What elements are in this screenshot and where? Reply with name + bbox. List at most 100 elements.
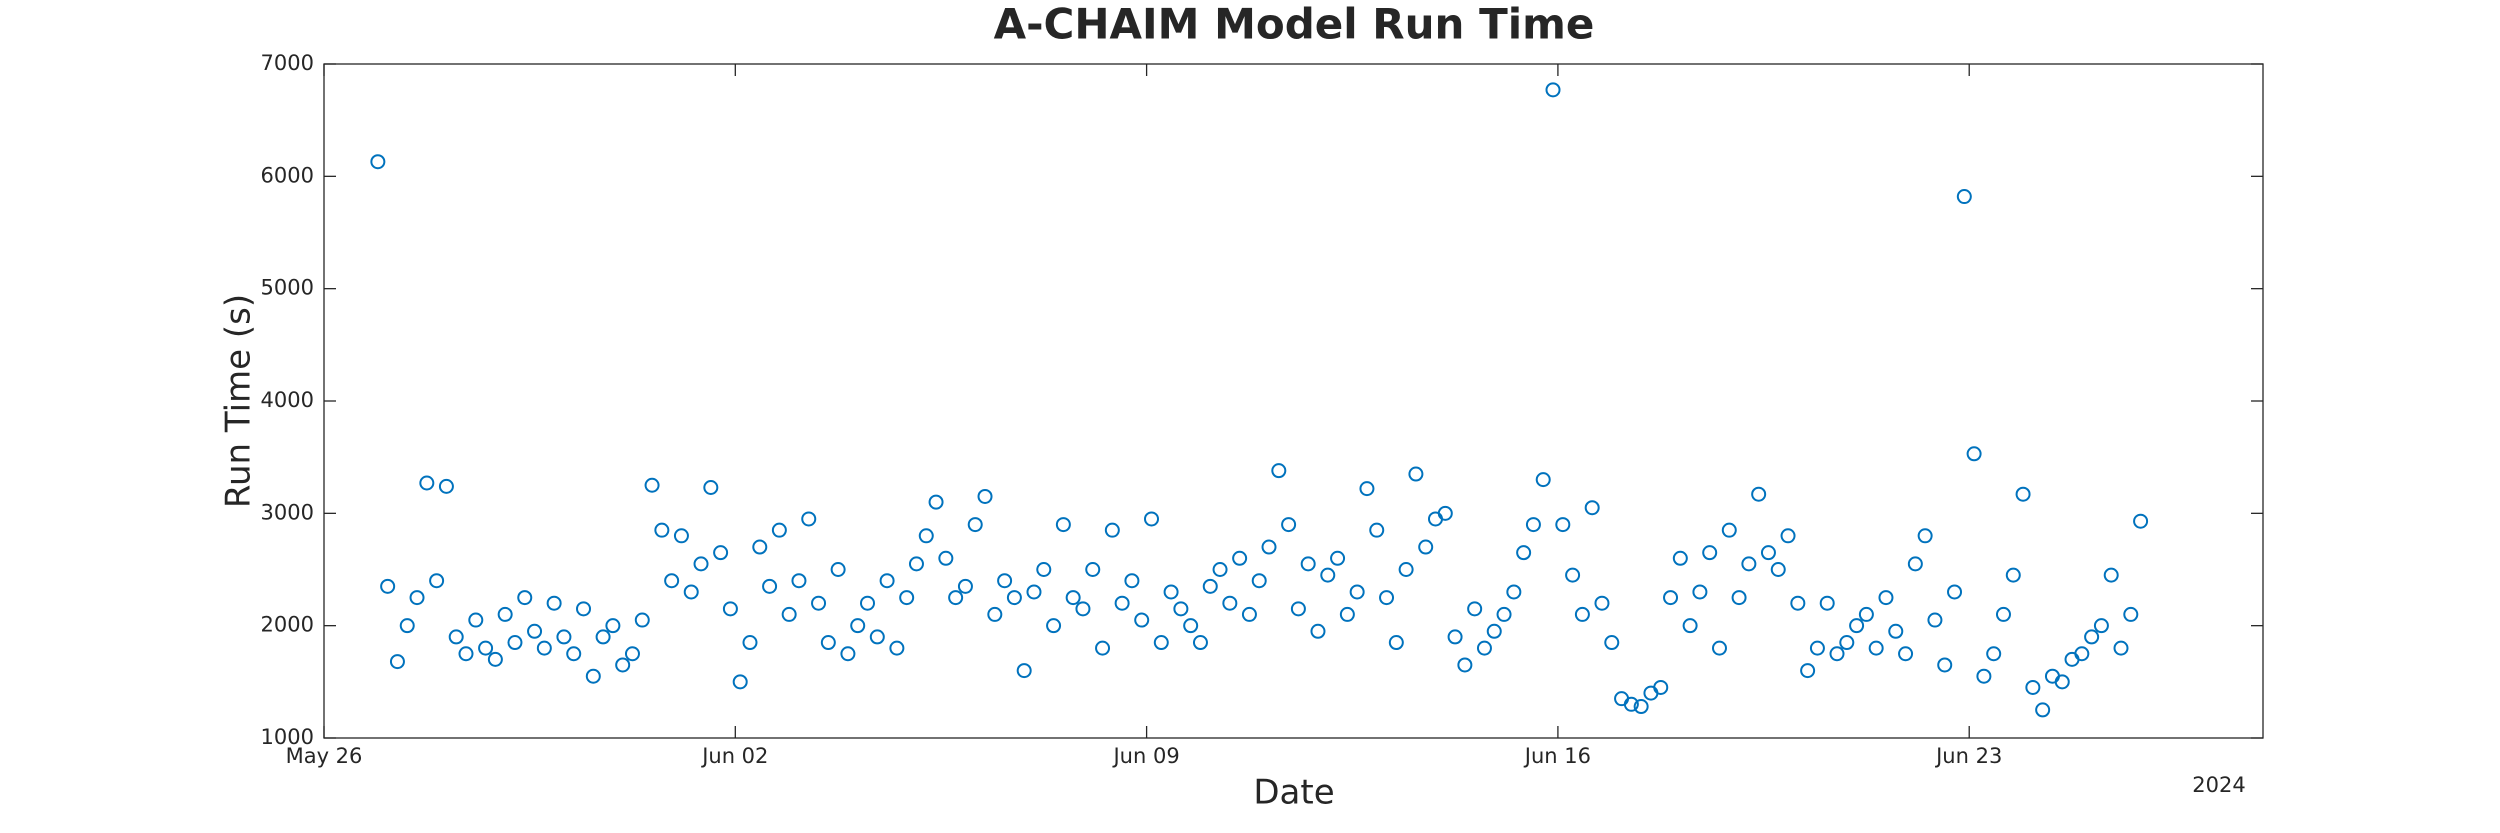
data-point [1476, 640, 1492, 656]
data-point [438, 478, 454, 494]
data-point [1702, 545, 1718, 561]
data-point [977, 488, 993, 504]
data-point [1917, 528, 1933, 544]
data-point [497, 606, 513, 622]
data-point [673, 528, 689, 544]
data-point [370, 154, 386, 170]
data-point [2113, 640, 2129, 656]
data-point [2025, 679, 2041, 695]
data-point [918, 528, 934, 544]
y-tick-label: 3000 [261, 500, 314, 524]
data-point [703, 479, 719, 495]
data-point [1976, 668, 1992, 684]
data-point [1692, 584, 1708, 600]
data-point [1937, 657, 1953, 673]
x-tick-label: Jun 23 [1934, 744, 2002, 768]
data-point [1574, 606, 1590, 622]
data-point [752, 539, 768, 555]
data-point [654, 522, 670, 538]
y-tick-label: 7000 [261, 51, 314, 75]
data-point [1349, 584, 1365, 600]
data-point [1927, 612, 1943, 628]
data-point [2074, 646, 2090, 662]
data-point [634, 612, 650, 628]
data-point [615, 657, 631, 673]
data-point [1594, 595, 1610, 611]
data-point [409, 590, 425, 606]
chart-title: A-CHAIM Model Run Time [994, 0, 1595, 49]
data-point [1447, 629, 1463, 645]
data-point [487, 651, 503, 667]
data-point [1418, 539, 1434, 555]
data-point [527, 623, 543, 639]
data-point [1721, 522, 1737, 538]
data-point [595, 629, 611, 645]
data-point [2005, 567, 2021, 583]
data-point [1898, 646, 1914, 662]
x-tick-label: Jun 16 [1523, 744, 1591, 768]
plot-frame [323, 63, 2264, 739]
data-point [380, 578, 396, 594]
data-point [1584, 500, 1600, 516]
data-point [1907, 556, 1923, 572]
data-point [458, 646, 474, 662]
data-point [507, 635, 523, 651]
y-axis-label: Run Time (s) [219, 294, 259, 508]
data-point [399, 618, 415, 634]
data-point [2054, 674, 2070, 690]
data-point [1046, 618, 1062, 634]
data-point [1770, 562, 1786, 577]
data-point [1849, 618, 1865, 634]
data-point [1016, 663, 1032, 679]
data-point [576, 601, 592, 617]
data-point [624, 646, 640, 662]
y-tick-label: 4000 [261, 388, 314, 412]
data-point [1261, 539, 1277, 555]
data-point [811, 595, 827, 611]
data-point [1398, 562, 1414, 577]
data-point [1819, 595, 1835, 611]
y-tick-label: 5000 [261, 276, 314, 300]
data-point [997, 573, 1013, 589]
data-point [957, 578, 973, 594]
data-point [1790, 595, 1806, 611]
data-point [1780, 528, 1796, 544]
data-point [468, 612, 484, 628]
data-point [693, 556, 709, 572]
data-point [1760, 545, 1776, 561]
data-point [566, 646, 582, 662]
data-point [1290, 601, 1306, 617]
data-point [1457, 657, 1473, 673]
data-point [1085, 562, 1101, 577]
data-point [683, 584, 699, 600]
data-point [1271, 463, 1287, 479]
data-point [1525, 517, 1541, 533]
data-point [546, 595, 562, 611]
data-point [938, 550, 954, 566]
data-point [791, 573, 807, 589]
data-point [2133, 513, 2149, 529]
data-point [556, 629, 572, 645]
data-point [722, 601, 738, 617]
data-point [1408, 466, 1424, 482]
data-point [644, 477, 660, 493]
data-point [605, 618, 621, 634]
data-point [850, 618, 866, 634]
data-point [1075, 601, 1091, 617]
data-point [1036, 562, 1052, 577]
data-point [1623, 696, 1639, 712]
data-point [1888, 623, 1904, 639]
data-point [1653, 679, 1669, 695]
data-point [1202, 578, 1218, 594]
data-point [869, 629, 885, 645]
data-point [389, 654, 405, 670]
data-point [840, 646, 856, 662]
x-tick-label: Jun 09 [1111, 744, 1179, 768]
data-point [1486, 623, 1502, 639]
data-point [1565, 567, 1581, 583]
data-point [1104, 522, 1120, 538]
data-point [1731, 590, 1747, 606]
data-point [1222, 595, 1238, 611]
data-point [2015, 486, 2031, 502]
